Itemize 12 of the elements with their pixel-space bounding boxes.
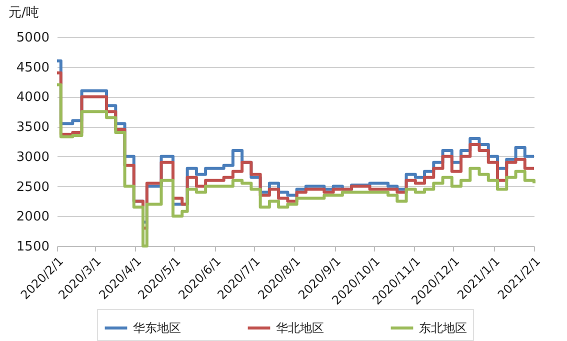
y-tick-label: 5000 [16, 30, 50, 46]
y-tick-label: 4500 [16, 60, 50, 76]
y-tick-label: 2000 [16, 210, 50, 225]
y-tick-label: 3000 [16, 150, 50, 165]
y-axis-title: 元/吨 [8, 6, 39, 20]
legend-label: 东北地区 [419, 321, 467, 335]
legend-label: 华东地区 [133, 321, 181, 335]
y-tick-label: 1500 [16, 240, 50, 254]
legend-label: 华北地区 [276, 321, 324, 335]
y-tick-label: 2500 [16, 180, 50, 195]
y-tick-label: 3500 [16, 120, 50, 136]
y-tick-label: 4000 [16, 90, 50, 106]
